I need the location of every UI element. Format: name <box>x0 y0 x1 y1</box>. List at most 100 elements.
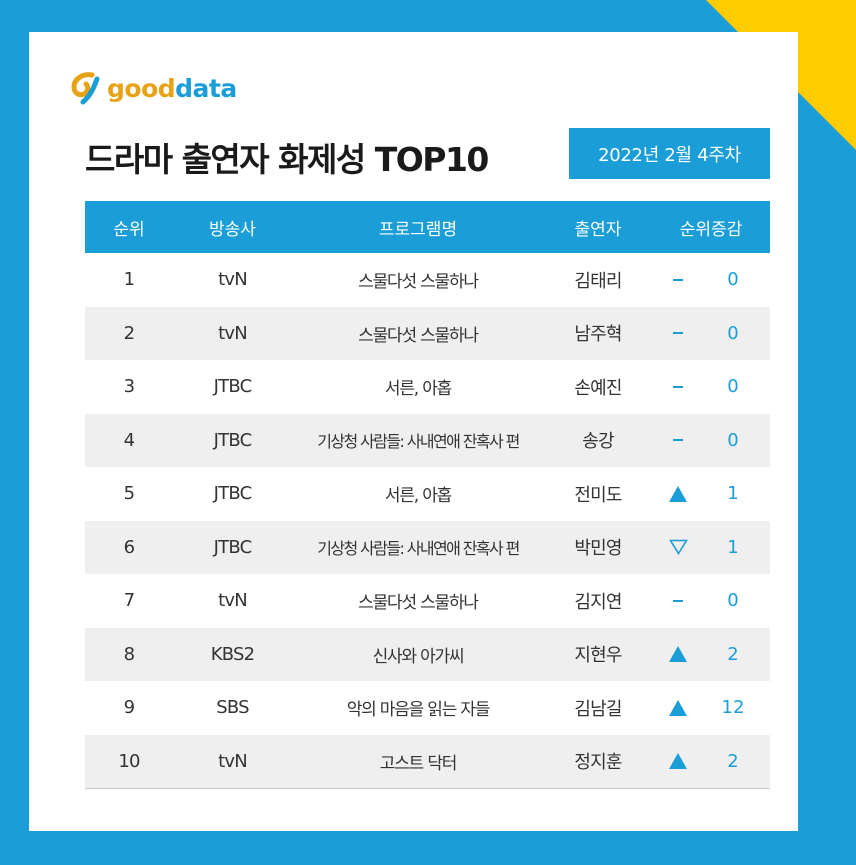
change-cell: 0 <box>652 269 770 290</box>
rank-cell: 3 <box>123 376 135 398</box>
network-cell: tvN <box>218 750 248 772</box>
rank-cell: 7 <box>123 590 135 612</box>
actor-cell: 박민영 <box>574 538 622 560</box>
table-body: 1 tvN 스물다섯 스물하나 김태리 0 2 tvN 스물다섯 스물하나 남주혁 0 3 JTBC 서… <box>85 253 770 789</box>
actor-cell: 김남길 <box>574 698 622 720</box>
week-badge: 2022년 2월 4주차 <box>569 128 770 179</box>
program-cell: 스물다섯 스물하나 <box>358 325 479 346</box>
rank-cell: 8 <box>123 643 135 665</box>
rank-cell: 2 <box>123 322 135 344</box>
dash-shape <box>673 599 683 602</box>
network-cell: tvN <box>218 322 248 344</box>
program-cell: 악의 마음을 읽는 자들 <box>346 700 491 721</box>
triangle-up-icon <box>652 646 704 663</box>
table-row: 9 SBS 악의 마음을 읽는 자들 김남길 12 <box>85 681 770 735</box>
ranking-table: 순위 방송사 프로그램명 출연자 순위증감 1 tvN 스물다섯 스물하나 김태리 0 2… <box>85 201 770 789</box>
table-row: 7 tvN 스물다섯 스물하나 김지연 0 <box>85 574 770 628</box>
network-cell: KBS2 <box>210 643 255 665</box>
page-title: 드라마 출연자 화제성 TOP10 <box>85 140 489 179</box>
change-cell: 0 <box>652 430 770 451</box>
triangle-up-shape <box>669 646 687 663</box>
network-cell: SBS <box>216 697 249 719</box>
change-value: 0 <box>727 376 739 398</box>
gooddata-logo: gooddata <box>69 70 237 106</box>
table-row: 2 tvN 스물다섯 스물하나 남주혁 0 <box>85 306 770 360</box>
gooddata-swirl-icon <box>71 72 100 105</box>
header-rank: 순위 <box>113 219 145 240</box>
actor-cell: 손예진 <box>574 377 622 399</box>
program-cell: 스물다섯 스물하나 <box>358 593 479 614</box>
actor-cell: 남주혁 <box>574 324 622 346</box>
actor-cell: 김태리 <box>574 270 622 292</box>
header-change: 순위증감 <box>679 219 743 240</box>
header-program: 프로그램명 <box>378 219 458 240</box>
actor-cell: 지현우 <box>574 645 622 667</box>
rank-cell: 5 <box>123 483 135 505</box>
change-value: 0 <box>727 590 739 612</box>
rank-cell: 4 <box>123 429 135 451</box>
rank-cell: 6 <box>123 536 135 558</box>
change-value: 0 <box>727 269 739 291</box>
dash-shape <box>673 278 683 281</box>
change-value: 1 <box>727 536 739 558</box>
dash-icon <box>652 439 704 442</box>
program-cell: 기상청 사람들: 사내연애 잔혹사 편 <box>317 539 520 559</box>
rank-cell: 1 <box>123 269 135 291</box>
network-cell: JTBC <box>213 429 253 451</box>
change-value: 2 <box>727 750 739 772</box>
change-cell: 0 <box>652 376 770 397</box>
program-cell: 스물다섯 스물하나 <box>358 272 479 293</box>
network-cell: JTBC <box>213 536 253 558</box>
triangle-up-icon <box>652 699 704 716</box>
network-cell: tvN <box>218 269 248 291</box>
change-value: 12 <box>721 697 745 719</box>
program-cell: 기상청 사람들: 사내연애 잔혹사 편 <box>317 432 520 452</box>
dash-shape <box>673 439 683 442</box>
table-row: 3 JTBC 서른, 아홉 손예진 0 <box>85 360 770 414</box>
dash-icon <box>652 385 704 388</box>
rank-cell: 10 <box>118 750 140 772</box>
program-cell: 서른, 아홉 <box>384 486 452 507</box>
change-cell: 2 <box>652 751 770 772</box>
dash-icon <box>652 278 704 281</box>
program-cell: 신사와 아가씨 <box>372 646 465 667</box>
triangle-up-icon <box>652 753 704 770</box>
change-value: 2 <box>727 643 739 665</box>
dash-shape <box>673 332 683 335</box>
actor-cell: 전미도 <box>574 484 622 506</box>
triangle-up-icon <box>652 485 704 502</box>
actor-cell: 정지훈 <box>574 752 622 774</box>
change-cell: 12 <box>652 697 770 718</box>
change-value: 1 <box>727 483 739 505</box>
table-row: 6 JTBC 기상청 사람들: 사내연애 잔혹사 편 박민영 1 <box>85 520 770 574</box>
table-row: 4 JTBC 기상청 사람들: 사내연애 잔혹사 편 송강 0 <box>85 413 770 467</box>
rank-cell: 9 <box>123 697 135 719</box>
change-value: 0 <box>727 322 739 344</box>
table-header: 순위 방송사 프로그램명 출연자 순위증감 <box>85 201 770 253</box>
change-value: 0 <box>727 429 739 451</box>
content-card: gooddata 드라마 출연자 화제성 TOP10 2022년 2월 4주차 … <box>29 32 798 831</box>
table-row: 1 tvN 스물다섯 스물하나 김태리 0 <box>85 253 770 307</box>
triangle-up-shape <box>669 753 687 770</box>
change-cell: 2 <box>652 644 770 665</box>
triangle-up-shape <box>669 485 687 502</box>
network-cell: tvN <box>218 590 248 612</box>
program-cell: 고스트 닥터 <box>379 753 458 774</box>
table-row: 10 tvN 고스트 닥터 정지훈 2 <box>85 734 770 789</box>
network-cell: JTBC <box>213 376 253 398</box>
change-cell: 0 <box>652 590 770 611</box>
triangle-down-icon <box>652 539 704 556</box>
dash-shape <box>673 385 683 388</box>
dash-icon <box>652 332 704 335</box>
change-cell: 1 <box>652 537 770 558</box>
header-actor: 출연자 <box>574 219 622 240</box>
table-row: 5 JTBC 서른, 아홉 전미도 1 <box>85 467 770 521</box>
dash-icon <box>652 599 704 602</box>
header-network: 방송사 <box>209 219 256 240</box>
actor-cell: 김지연 <box>574 591 622 613</box>
triangle-down-shape <box>668 539 688 556</box>
network-cell: JTBC <box>213 483 253 505</box>
triangle-up-shape <box>669 699 687 716</box>
program-cell: 서른, 아홉 <box>384 379 452 400</box>
